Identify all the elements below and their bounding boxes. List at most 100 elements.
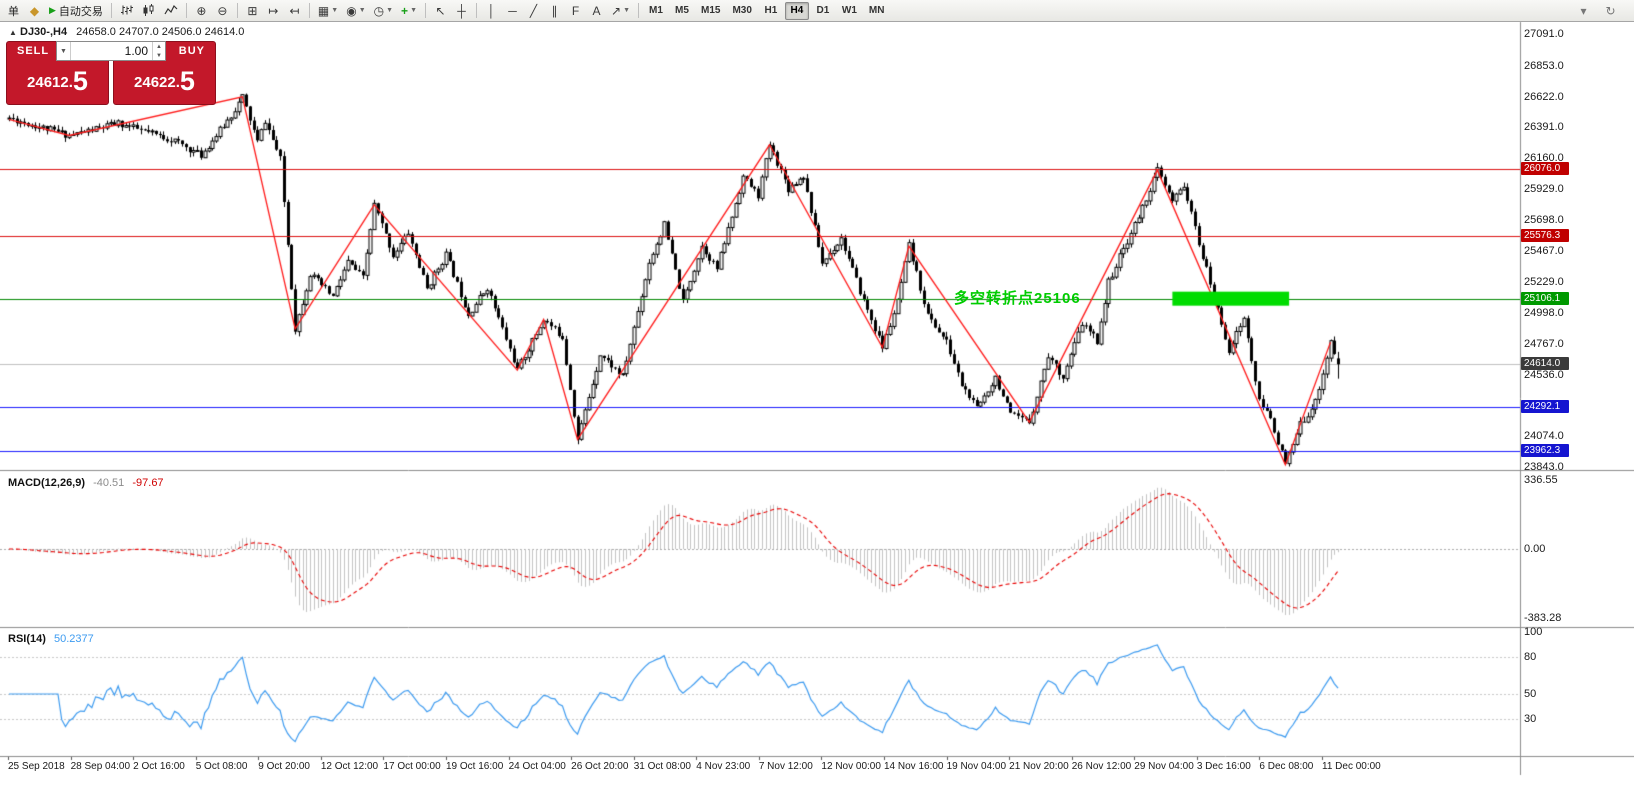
tf-h4-button[interactable]: H4: [784, 1, 809, 20]
time-tick-label: 12 Nov 00:00: [821, 761, 881, 772]
autotrading-button[interactable]: ▶ 自动交易: [45, 1, 107, 20]
toolbar: 单 ◆ ▶ 自动交易 ⊕ ⊖ ⊞ ↦ ↤ ▦ ▼ ◉ ▼ ◷ ▼ + ▼ ↖ ┼ │ ─ ╱ ∥ F A ↗ ▼ M1 M5 M15 M30…: [0, 0, 1634, 22]
rsi-tick-label: 100: [1524, 626, 1543, 638]
price-tick-label: 24536.0: [1524, 368, 1564, 381]
vertical-line-icon: │: [487, 3, 496, 18]
lot-stepper[interactable]: ▲ ▼: [152, 42, 165, 60]
tf-m15-button[interactable]: M15: [701, 5, 721, 16]
macd-tick-label: 336.55: [1524, 474, 1558, 486]
time-tick-label: 19 Oct 16:00: [446, 761, 504, 772]
trendline-icon: ╱: [529, 3, 538, 18]
line-chart-button[interactable]: [160, 1, 182, 20]
price-tick-label: 26160.0: [1524, 152, 1564, 165]
chevron-down-icon: ▼: [410, 7, 417, 14]
fibonacci-button[interactable]: F: [565, 1, 586, 20]
chart-shift-button[interactable]: ↤: [284, 1, 305, 20]
zoom-out-icon: ⊖: [217, 3, 228, 18]
indicators-button[interactable]: + ▼: [397, 1, 421, 20]
timeframes-menu-button[interactable]: ◷ ▼: [370, 1, 397, 20]
rsi-tick-label: 50: [1524, 688, 1537, 700]
tf-m30-button[interactable]: M30: [732, 5, 752, 16]
lot-preset-dropdown-icon[interactable]: ▼: [57, 42, 71, 60]
buy-label: BUY: [178, 45, 205, 57]
current-price-tag: 24614.0: [1521, 357, 1569, 371]
time-tick-label: 26 Nov 12:00: [1071, 761, 1132, 772]
time-tick-label: 7 Nov 12:00: [758, 761, 813, 772]
toolbar-separator: [236, 3, 238, 18]
tf-w1-button[interactable]: W1: [841, 5, 857, 16]
lot-increase-icon[interactable]: ▲: [156, 43, 162, 50]
zoom-in-button[interactable]: ⊕: [191, 1, 212, 20]
macd-value-1: -40.51: [93, 477, 125, 489]
tf-mn-button[interactable]: MN: [868, 5, 885, 16]
tf-m1-button[interactable]: M1: [649, 5, 663, 16]
crosshair-icon: ┼: [457, 3, 466, 18]
price-tick-label: 24998.0: [1524, 307, 1564, 320]
zoom-out-button[interactable]: ⊖: [212, 1, 233, 20]
panel-toggle-icon[interactable]: ▾: [1580, 3, 1587, 18]
price-tick-label: 26622.0: [1524, 90, 1564, 103]
price-tick-label: 25467.0: [1524, 244, 1564, 257]
chevron-down-icon: ▼: [623, 7, 630, 14]
ohlc-values-label: 24658.0 24707.0 24506.0 24614.0: [76, 26, 245, 38]
price-line-tag: 24292.1: [1521, 400, 1569, 414]
indicators-icon: +: [401, 3, 409, 18]
price-tick-label: 23843.0: [1524, 461, 1564, 474]
tf-m5-button[interactable]: M5: [675, 5, 689, 16]
chevron-down-icon: ▼: [386, 7, 394, 14]
time-tick-label: 6 Dec 08:00: [1259, 761, 1314, 772]
arrows-button[interactable]: ↗ ▼: [607, 1, 634, 20]
pivot-annotation-text[interactable]: 多空转折点25106: [954, 289, 1081, 307]
price-tick-label: 24767.0: [1524, 337, 1564, 350]
lot-decrease-icon[interactable]: ▼: [156, 52, 162, 59]
tf-d1-button[interactable]: D1: [816, 5, 830, 16]
toolbar-separator: [638, 3, 639, 18]
bars-chart-button[interactable]: [116, 1, 138, 20]
crosshair-button[interactable]: ┼: [451, 1, 472, 20]
cursor-button[interactable]: ↖: [430, 1, 451, 20]
sell-price-big: 5: [72, 66, 88, 96]
price-tick-label: 25229.0: [1524, 276, 1564, 289]
chart-shift-icon: ↤: [289, 3, 300, 18]
channel-button[interactable]: ∥: [544, 1, 565, 20]
macd-tick-label: 0.00: [1524, 543, 1546, 555]
candlestick-chart-button[interactable]: [138, 1, 160, 20]
buy-price: 24622.5: [114, 66, 215, 97]
one-click-collapse-icon[interactable]: ▲: [9, 28, 17, 37]
sell-label: SELL: [17, 45, 50, 57]
fibonacci-icon: F: [571, 3, 580, 18]
lot-size-input[interactable]: ▼ 1.00 ▲ ▼: [56, 41, 166, 61]
auto-scroll-icon: ↦: [268, 3, 279, 18]
tf-h1-button[interactable]: H1: [764, 5, 778, 16]
rsi-indicator-label: RSI(14) 50.2377: [8, 633, 94, 645]
time-tick-label: 26 Oct 20:00: [571, 761, 629, 772]
refresh-icon[interactable]: ↻: [1605, 3, 1616, 18]
text-label-icon: A: [592, 3, 601, 18]
new-chart-button[interactable]: ▦ ▼: [314, 1, 342, 20]
time-tick-label: 12 Oct 12:00: [320, 761, 379, 772]
buy-price-main: 24622.: [134, 74, 180, 91]
time-tick-label: 25 Sep 2018: [8, 761, 65, 772]
toolbar-separator: [185, 3, 187, 18]
vertical-line-button[interactable]: │: [481, 1, 502, 20]
profiles-button[interactable]: ◉ ▼: [342, 1, 369, 20]
chart-symbol-label: DJ30-,H4 24658.0 24707.0 24506.0 24614.0: [20, 26, 244, 38]
trendline-button[interactable]: ╱: [523, 1, 544, 20]
price-tick-label: 26391.0: [1524, 121, 1564, 134]
text-label-button[interactable]: A: [586, 1, 607, 20]
chart-style-icon[interactable]: ◆: [24, 1, 45, 20]
cursor-icon: ↖: [435, 3, 446, 18]
time-tick-label: 11 Dec 00:00: [1322, 761, 1381, 772]
profiles-icon: ◉: [346, 3, 357, 18]
horizontal-line-button[interactable]: ─: [502, 1, 523, 20]
auto-scroll-button[interactable]: ↦: [263, 1, 284, 20]
price-tick-label: 25929.0: [1524, 182, 1564, 195]
price-tick-label: 25698.0: [1524, 213, 1564, 226]
time-tick-label: 5 Oct 08:00: [195, 761, 248, 772]
rsi-tick-label: 30: [1524, 712, 1537, 725]
one-click-trading-panel: SELL 24612.5 BUY 24622.5 ▼ 1.00 ▲ ▼: [6, 41, 216, 105]
time-tick-label: 19 Nov 04:00: [946, 761, 1007, 772]
new-order-button[interactable]: 单: [3, 1, 24, 20]
tile-windows-button[interactable]: ⊞: [242, 1, 263, 20]
